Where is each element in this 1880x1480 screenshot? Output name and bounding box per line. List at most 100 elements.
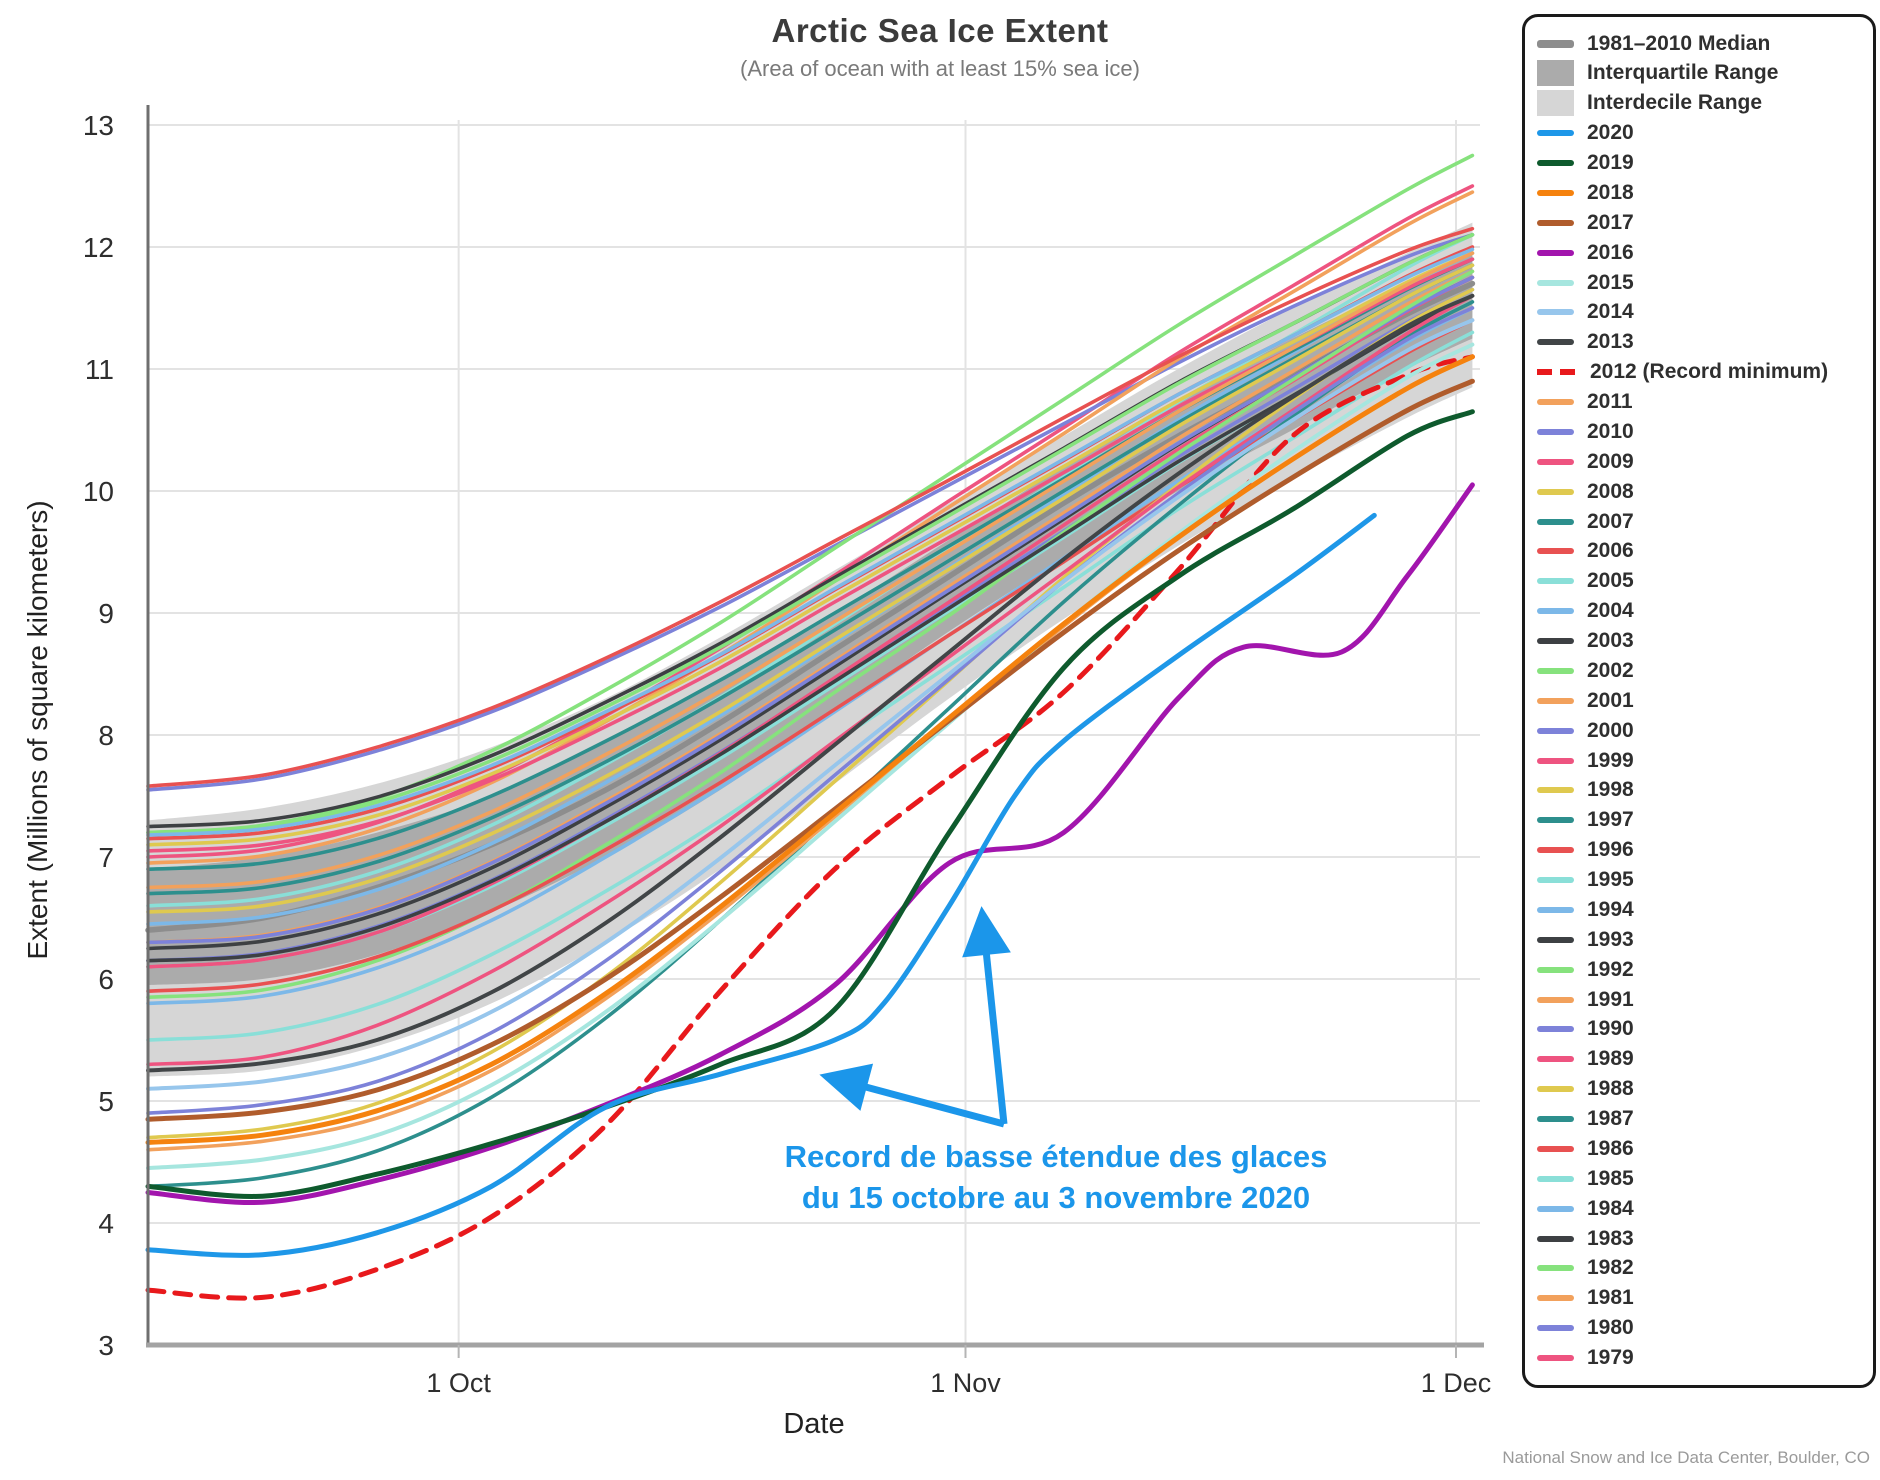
legend-item-2019[interactable]: 2019 xyxy=(1537,149,1863,178)
legend-item-2000[interactable]: 2000 xyxy=(1537,716,1863,745)
legend-label: 2002 xyxy=(1587,658,1634,682)
legend-item-1986[interactable]: 1986 xyxy=(1537,1134,1863,1163)
series-line-2000 xyxy=(146,275,1475,945)
legend-item-2013[interactable]: 2013 xyxy=(1537,328,1863,357)
legend-item-1989[interactable]: 1989 xyxy=(1537,1045,1863,1074)
chart-title: Arctic Sea Ice Extent xyxy=(771,12,1109,49)
legend-item-Interquartile[interactable]: Interquartile Range xyxy=(1537,59,1863,88)
legend-swatch-line xyxy=(1537,578,1574,585)
legend-item-2012[interactable]: 2012 (Record minimum) xyxy=(1537,358,1863,387)
series-line-2019 xyxy=(145,409,1475,1199)
series-line-2012 xyxy=(145,354,1475,1301)
legend-label: 2016 xyxy=(1587,240,1634,264)
legend-label: 1989 xyxy=(1587,1047,1634,1071)
legend-item-2008[interactable]: 2008 xyxy=(1537,477,1863,506)
legend-swatch-line xyxy=(1537,518,1574,525)
series-line-2017 xyxy=(145,378,1475,1122)
legend-item-2018[interactable]: 2018 xyxy=(1537,178,1863,207)
legend-swatch-line xyxy=(1537,1265,1574,1272)
legend-label: 1982 xyxy=(1587,1256,1634,1280)
legend-item-2003[interactable]: 2003 xyxy=(1537,627,1863,656)
median-line xyxy=(145,280,1476,933)
legend-item-1993[interactable]: 1993 xyxy=(1537,925,1863,954)
legend-swatch-line xyxy=(1537,1235,1574,1242)
legend-item-1990[interactable]: 1990 xyxy=(1537,1015,1863,1044)
legend-swatch-line xyxy=(1537,996,1574,1003)
legend-swatch-line xyxy=(1537,369,1577,376)
legend-swatch-box xyxy=(1537,90,1574,117)
legend-label: 2014 xyxy=(1587,300,1634,324)
legend-item-1995[interactable]: 1995 xyxy=(1537,866,1863,895)
legend-item-2007[interactable]: 2007 xyxy=(1537,507,1863,536)
series-line-2016 xyxy=(145,482,1475,1206)
legend-item-2004[interactable]: 2004 xyxy=(1537,597,1863,626)
series-line-1980 xyxy=(146,233,1475,792)
legend-item-1982[interactable]: 1982 xyxy=(1537,1254,1863,1283)
series-line-2013 xyxy=(146,293,1475,1073)
legend-label: 2018 xyxy=(1587,180,1634,204)
legend-label: 2009 xyxy=(1587,449,1634,473)
legend-swatch-line xyxy=(1537,160,1574,166)
legend-swatch-line xyxy=(1537,219,1574,226)
legend-swatch-line xyxy=(1537,189,1574,196)
year-series-lines xyxy=(145,153,1476,1301)
y-tick-label-3: 3 xyxy=(98,1330,114,1361)
chart-subtitle: (Area of ocean with at least 15% sea ice… xyxy=(740,56,1140,81)
legend-item-2006[interactable]: 2006 xyxy=(1537,537,1863,566)
legend-label: 1983 xyxy=(1587,1226,1634,1250)
legend-swatch-line xyxy=(1537,936,1574,943)
legend-label: 2012 (Record minimum) xyxy=(1590,360,1829,384)
legend-item-1980[interactable]: 1980 xyxy=(1537,1314,1863,1343)
legend-swatch-line xyxy=(1537,817,1574,824)
legend-swatch-line xyxy=(1537,667,1574,674)
legend-item-1998[interactable]: 1998 xyxy=(1537,776,1863,805)
legend-item-1994[interactable]: 1994 xyxy=(1537,895,1863,924)
legend-item-1983[interactable]: 1983 xyxy=(1537,1224,1863,1253)
x-axis-label: Date xyxy=(783,1408,845,1440)
series-line-2010 xyxy=(146,306,1475,1115)
legend-item-1992[interactable]: 1992 xyxy=(1537,955,1863,984)
legend-item-1987[interactable]: 1987 xyxy=(1537,1105,1863,1134)
legend-swatch-line xyxy=(1537,638,1574,644)
series-line-2018 xyxy=(145,354,1475,1145)
legend-item-1996[interactable]: 1996 xyxy=(1537,836,1863,865)
legend-item-2016[interactable]: 2016 xyxy=(1537,238,1863,267)
legend-label: 1996 xyxy=(1587,838,1634,862)
legend-item-1985[interactable]: 1985 xyxy=(1537,1164,1863,1193)
legend-item-1979[interactable]: 1979 xyxy=(1537,1344,1863,1373)
legend-item-1997[interactable]: 1997 xyxy=(1537,806,1863,835)
legend-item-2010[interactable]: 2010 xyxy=(1537,417,1863,446)
legend-label: 2003 xyxy=(1587,629,1634,652)
legend-item-2017[interactable]: 2017 xyxy=(1537,208,1863,237)
y-tick-label-7: 7 xyxy=(98,842,114,873)
legend-swatch-line xyxy=(1537,249,1574,256)
legend-label: 2001 xyxy=(1587,688,1634,712)
legend-label: 1994 xyxy=(1587,897,1634,921)
record-low-annotation: Record de basse étendue des glaces du 15… xyxy=(700,1136,1412,1218)
legend-item-2020[interactable]: 2020 xyxy=(1537,119,1863,148)
legend-item-2002[interactable]: 2002 xyxy=(1537,656,1863,685)
legend-label: 2004 xyxy=(1587,599,1634,623)
legend-label: 2010 xyxy=(1587,419,1634,443)
legend-item-Interdecile[interactable]: Interdecile Range xyxy=(1537,89,1863,118)
legend-item-2014[interactable]: 2014 xyxy=(1537,298,1863,327)
legend-item-1984[interactable]: 1984 xyxy=(1537,1194,1863,1223)
legend-item-1981–2010[interactable]: 1981–2010 Median xyxy=(1537,29,1863,58)
tick-labels: 3 4 5 6 7 8 9 10 11 12 13 1 Oct 1 Nov 1 Dec xyxy=(83,110,1491,1398)
legend-label: 2008 xyxy=(1587,479,1634,503)
legend-item-2005[interactable]: 2005 xyxy=(1537,567,1863,596)
legend-item-1991[interactable]: 1991 xyxy=(1537,985,1863,1014)
legend-item-1981[interactable]: 1981 xyxy=(1537,1284,1863,1313)
x-tick-label-1-Dec: 1 Dec xyxy=(1421,1368,1492,1398)
legend-item-2001[interactable]: 2001 xyxy=(1537,686,1863,715)
legend-item-2015[interactable]: 2015 xyxy=(1537,268,1863,297)
legend-label: 1999 xyxy=(1587,748,1634,772)
legend-item-2009[interactable]: 2009 xyxy=(1537,447,1863,476)
legend-item-1988[interactable]: 1988 xyxy=(1537,1075,1863,1104)
y-tick-label-13: 13 xyxy=(83,110,114,141)
legend-item-1999[interactable]: 1999 xyxy=(1537,746,1863,775)
legend-swatch-line xyxy=(1537,847,1574,854)
legend-item-2011[interactable]: 2011 xyxy=(1537,388,1863,417)
y-tick-label-11: 11 xyxy=(85,354,114,385)
